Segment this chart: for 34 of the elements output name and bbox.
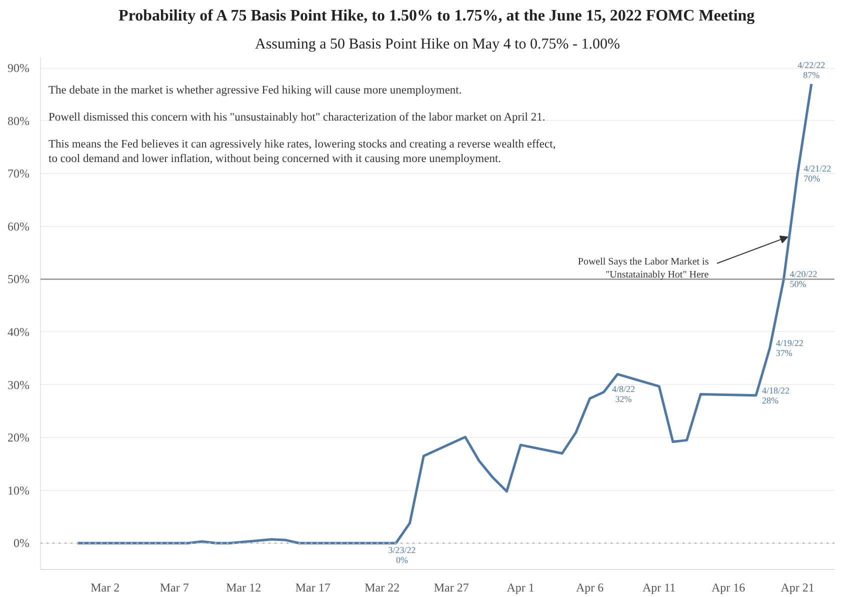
x-tick-label: Mar 27 xyxy=(434,580,469,594)
x-tick-label: Mar 12 xyxy=(226,580,262,594)
annotation: Powell dismissed this concern with his "unsustainably hot" characterization of the labor market on April 21. xyxy=(48,112,546,124)
annotation: This means the Fed believes it can agressively hike rates, lowering stocks and creating a reverse wealth effect, to cool demand and lower inflation, without being concerned with it causing more unemployment. xyxy=(48,138,556,165)
data-label: 4/20/22 50% xyxy=(790,269,818,290)
annotation: The debate in the market is whether agressive Fed hiking will cause more unemployment. xyxy=(48,84,462,96)
annotation: Powell Says the Labor Market is "Unstatainably Hot" Here xyxy=(578,256,710,281)
y-tick-label: 70% xyxy=(8,166,30,181)
data-label: 4/18/22 28% xyxy=(762,385,790,406)
chart-subtitle: Assuming a 50 Basis Point Hike on May 4 to 0.75% - 1.00% xyxy=(255,36,620,52)
y-tick-label: 50% xyxy=(8,272,30,286)
x-tick-label: Apr 11 xyxy=(642,580,676,594)
y-tick-label: 30% xyxy=(8,378,30,392)
y-tick-label: 20% xyxy=(8,430,30,445)
x-tick-label: Apr 16 xyxy=(711,580,746,594)
data-label: 4/8/22 32% xyxy=(612,384,636,404)
data-label: 4/22/22 87% xyxy=(798,60,826,80)
data-label: 4/19/22 37% xyxy=(776,338,804,358)
x-tick-label: Apr 6 xyxy=(576,580,604,594)
x-tick-label: Mar 7 xyxy=(160,580,189,594)
x-tick-label: Mar 2 xyxy=(90,580,120,594)
x-tick-label: Mar 22 xyxy=(364,580,400,594)
x-tick-label: Apr 1 xyxy=(506,580,534,594)
chart-title: Probability of A 75 Basis Point Hike, to 1.50% to 1.75%, at the June 15, 2022 FOMC Meeting xyxy=(118,8,755,24)
y-tick-label: 80% xyxy=(8,114,30,128)
x-tick-label: Mar 17 xyxy=(295,580,330,594)
y-tick-label: 10% xyxy=(8,483,30,498)
data-label: 3/23/22 0% xyxy=(388,545,416,566)
x-tick-label: Apr 21 xyxy=(780,580,814,594)
y-tick-label: 90% xyxy=(8,61,30,76)
y-tick-label: 60% xyxy=(8,219,30,234)
data-label: 4/21/22 70% xyxy=(804,164,832,184)
y-tick-label: 40% xyxy=(8,324,30,339)
y-tick-label: 0% xyxy=(14,536,30,550)
